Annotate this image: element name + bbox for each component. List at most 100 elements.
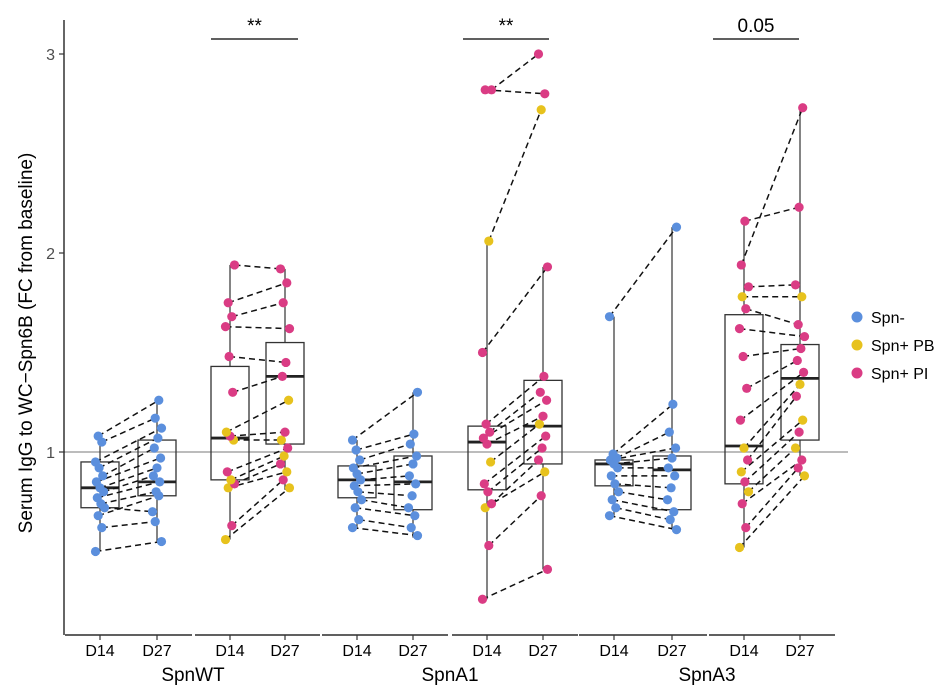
point-d27 [408,459,418,469]
significance-label: ** [247,16,262,37]
point-d27 [671,222,682,232]
point-d14 [736,467,746,477]
point-d27 [403,503,414,513]
point-d27 [793,320,803,330]
point-d14 [483,487,493,497]
point-d27 [409,429,419,439]
point-d14 [741,304,751,314]
point-d27 [149,443,159,453]
point-d27 [795,379,805,389]
points-layer [90,49,810,604]
point-d14 [477,347,488,358]
point-d27 [156,453,166,463]
point-d14 [740,477,750,487]
point-d27 [533,49,544,59]
point-d27 [153,433,163,443]
pair-line [738,475,806,549]
point-d14 [350,503,360,513]
pair-line [740,107,804,266]
pair-line [225,325,290,330]
point-d27 [412,387,423,397]
pair-line [100,491,157,505]
point-d27 [156,423,167,433]
legend-swatch [851,339,863,351]
point-d14 [347,523,358,533]
point-d27 [794,202,804,212]
point-d14 [229,260,240,270]
point-d27 [283,443,293,453]
point-d27 [541,431,551,441]
pair-line [361,499,409,509]
point-d27 [667,453,677,463]
pair-line [355,506,415,517]
point-d14 [227,312,237,322]
point-d27 [406,523,416,533]
point-d27 [535,387,545,397]
point-d14 [485,427,495,437]
x-tick-label: D14 [342,643,371,660]
pair-line [234,463,281,485]
pair-line [612,499,674,513]
point-d14 [228,387,238,397]
point-d27 [155,477,165,487]
pair-line [97,399,160,437]
point-d14 [91,477,101,487]
point-d14 [92,493,102,503]
legend-swatch [851,367,863,379]
point-d27 [154,395,164,405]
x-tick-label: D27 [270,643,299,660]
point-d14 [739,443,749,453]
x-tick-label: D14 [215,643,244,660]
point-d14 [479,479,489,489]
point-d14 [90,457,101,467]
legend-label: Spn+ PB [871,338,935,355]
point-d14 [227,521,237,531]
point-d14 [742,383,752,393]
point-d14 [93,431,103,441]
point-d14 [221,427,231,437]
point-d14 [736,260,746,270]
pair-line [745,308,799,326]
point-d27 [156,536,167,547]
point-d14 [735,415,746,425]
point-d14 [224,351,234,362]
pair-line [488,495,542,547]
point-d27 [793,463,803,473]
point-d27 [792,355,802,366]
y-tick-label: 2 [46,246,55,263]
point-d27 [284,483,295,493]
pair-line [229,355,286,364]
pair-line [741,459,803,505]
point-d14 [484,540,494,551]
x-tick-label: D14 [85,643,114,660]
x-tick-label: D27 [785,643,814,660]
point-d27 [540,89,550,99]
point-d14 [604,312,615,322]
point-d14 [354,515,364,525]
point-d27 [411,479,421,489]
legend: Spn- Spn+ PB Spn+ PI [851,310,935,383]
point-d27 [279,451,289,461]
pair-line [483,435,547,485]
point-d27 [282,467,292,477]
legend-label: Spn- [871,310,905,327]
pair-line [234,264,281,270]
pair-line [745,467,799,529]
pair-line [486,415,544,445]
point-d27 [151,487,161,497]
x-tick-label: D14 [729,643,758,660]
point-d27 [410,511,420,521]
point-d27 [799,471,810,481]
point-d14 [743,455,753,465]
pair-line [739,327,805,338]
pair-line [612,403,674,455]
pair-line [485,375,545,425]
y-tick-label: 3 [46,47,55,64]
point-d14 [351,445,361,455]
y-axis-title: Serum IgG to WC−Spn6B (FC from baseline) [16,153,37,534]
significance-label: 0.05 [738,16,775,37]
pair-line [354,483,416,487]
point-d14 [486,457,496,467]
pair-line [226,399,289,433]
